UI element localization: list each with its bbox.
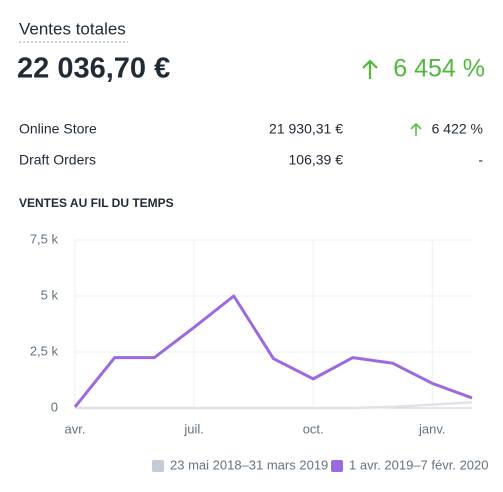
- row-value: 21 930,31 €: [269, 121, 343, 137]
- series-line: [73, 294, 473, 408]
- x-tick-label: avr.: [65, 421, 86, 436]
- row-change: 6 422 %: [432, 121, 483, 137]
- legend-swatch: [331, 460, 343, 472]
- row-up-arrow: [410, 122, 422, 136]
- row-label: Draft Orders: [19, 152, 96, 168]
- legend-label: 1 avr. 2019–7 févr. 2020: [349, 457, 489, 472]
- y-tick-label: 2,5 k: [30, 343, 59, 358]
- x-tick-label: juil.: [183, 421, 204, 436]
- x-tick-label: janv.: [418, 421, 446, 436]
- card-title: Ventes totales: [19, 19, 126, 38]
- y-tick-label: 5 k: [41, 287, 59, 302]
- total-change: 6 454 %: [393, 55, 485, 83]
- row-value: 106,39 €: [289, 152, 344, 168]
- y-tick-label: 7,5 k: [30, 231, 59, 246]
- legend-swatch: [152, 460, 164, 472]
- up-arrow: [362, 59, 378, 79]
- x-tick-label: oct.: [303, 421, 324, 436]
- row-change: -: [478, 152, 483, 168]
- row-label: Online Store: [19, 121, 97, 137]
- y-tick-label: 0: [51, 399, 58, 414]
- chart-title: VENTES AU FIL DU TEMPS: [19, 196, 174, 210]
- total-value: 22 036,70 €: [17, 53, 170, 85]
- series-line: [75, 401, 473, 410]
- legend-label: 23 mai 2018–31 mars 2019: [170, 457, 328, 472]
